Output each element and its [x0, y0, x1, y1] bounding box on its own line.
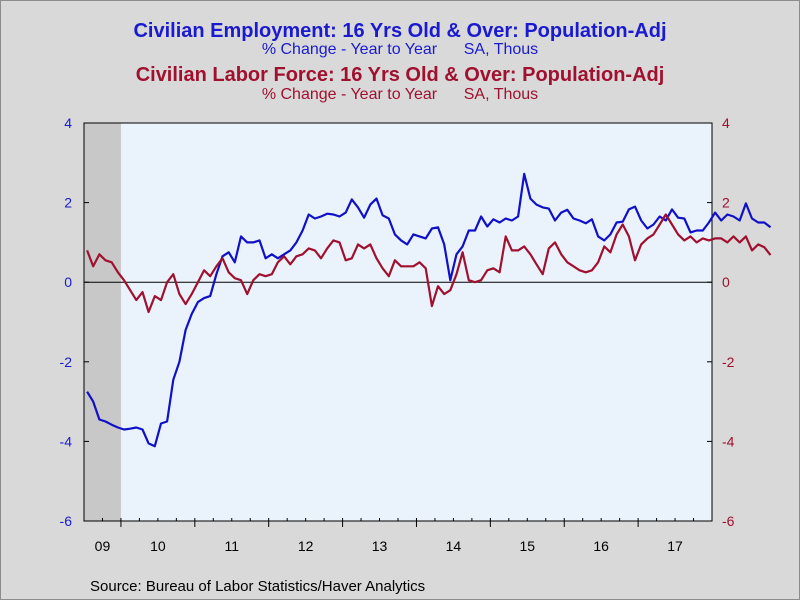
y-tick-label-right: 2: [722, 195, 730, 211]
x-tick-label: 14: [446, 538, 462, 554]
y-tick-label-right: -4: [722, 433, 735, 449]
x-tick-label: 13: [372, 538, 388, 554]
x-tick-label: 10: [150, 538, 166, 554]
y-tick-label-left: 0: [64, 274, 72, 290]
x-tick-label: 12: [298, 538, 314, 554]
series2-subtitle: % Change - Year to Year SA, Thous: [261, 86, 539, 103]
y-tick-label-right: 0: [722, 274, 730, 290]
series1-title: Civilian Employment: 16 Yrs Old & Over: …: [133, 20, 667, 42]
recession-shading: [84, 123, 121, 521]
y-tick-label-left: 2: [64, 195, 72, 211]
y-tick-label-right: 4: [722, 115, 730, 131]
plot-area: [84, 123, 712, 521]
x-tick-label: 11: [224, 538, 239, 554]
y-tick-label-left: -6: [60, 513, 73, 529]
x-tick-label: 16: [593, 538, 609, 554]
employment-series-line: [86, 172, 772, 448]
y-tick-label-left: 4: [64, 115, 72, 131]
x-tick-label: 15: [520, 538, 536, 554]
y-tick-label-left: -4: [60, 433, 73, 449]
y-tick-label-right: -2: [722, 354, 735, 370]
y-tick-label-left: -2: [60, 354, 73, 370]
series1-subtitle: % Change - Year to Year SA, Thous: [261, 41, 539, 58]
labor-force-series-line: [86, 213, 772, 314]
x-tick-label: 17: [667, 538, 683, 554]
source-note: Source: Bureau of Labor Statistics/Haver…: [90, 578, 426, 595]
y-tick-label-right: -6: [722, 513, 735, 529]
x-tick-label: 09: [95, 538, 111, 554]
series2-title: Civilian Labor Force: 16 Yrs Old & Over:…: [135, 64, 665, 86]
